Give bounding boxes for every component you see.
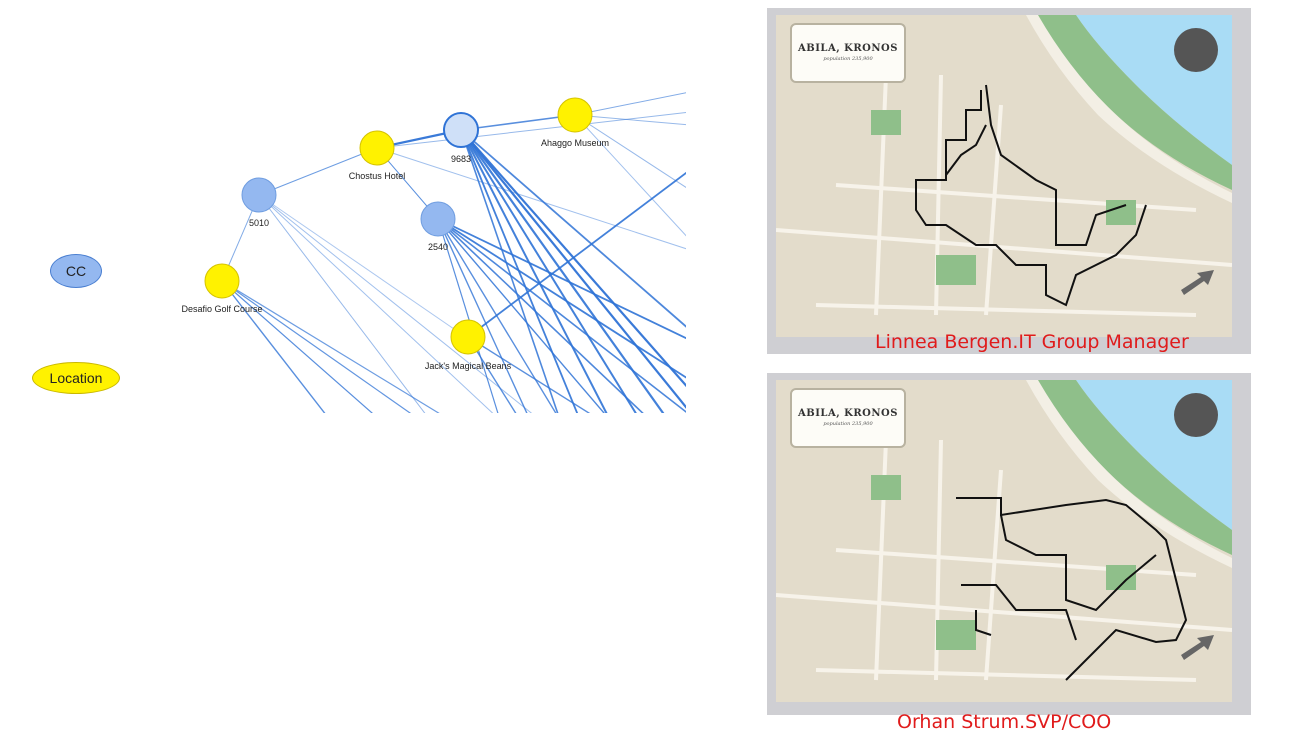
graph-edge [574, 114, 686, 126]
map-graphic [776, 380, 1232, 682]
graph-edge [376, 111, 686, 149]
graph-edge [460, 114, 576, 131]
graph-node-jacks[interactable] [450, 319, 486, 355]
graph-edge [437, 218, 605, 413]
map-subtitle: population 235,900 [823, 56, 873, 62]
graph-node-label: Desafio Golf Course [181, 304, 262, 314]
map-title-box: ABILA, KRONOS population 235,900 [790, 388, 906, 448]
map-subtitle: population 235,900 [823, 421, 873, 427]
graph-node-chostus[interactable] [359, 130, 395, 166]
graph-edge [437, 218, 499, 413]
graph-edge [437, 218, 686, 413]
graph-edge [460, 129, 665, 413]
graph-edge [437, 218, 686, 340]
graph-edge [574, 114, 686, 237]
map-graphic [776, 15, 1232, 317]
graph-node-label: Ahaggo Museum [541, 138, 609, 148]
graph-edge [221, 280, 373, 413]
graph-node-label: 2540 [428, 242, 448, 252]
map-caption-2: Orhan Strum.SVP/COO [897, 711, 1112, 733]
graph-edge [221, 280, 326, 413]
map-panel-2: ABILA, KRONOS population 235,900 [767, 373, 1251, 715]
graph-edges [221, 92, 686, 413]
map-title: ABILA, KRONOS [798, 408, 898, 419]
graph-edge [221, 280, 412, 413]
graph-edge [376, 147, 686, 250]
legend-location: Location [32, 362, 120, 394]
graph-node-label: Chostus Hotel [349, 171, 406, 181]
graph-edge [437, 218, 686, 379]
graph-node-n2540[interactable] [420, 201, 456, 237]
map-title: ABILA, KRONOS [798, 43, 898, 54]
map-title-box: ABILA, KRONOS population 235,900 [790, 23, 906, 83]
graph-edge [460, 129, 608, 413]
graph-edge [460, 129, 686, 388]
graph-edge [258, 147, 378, 196]
network-graph: 9683 5010 2540 Chostus Hotel Ahaggo Museum De… [181, 92, 686, 413]
graph-node-ahaggo[interactable] [557, 97, 593, 133]
graph-edge [460, 129, 686, 409]
graph-node-n5010[interactable] [241, 177, 277, 213]
graph-edge [258, 194, 533, 413]
graph-node-n9683[interactable] [443, 112, 479, 148]
graph-node-label: Jack's Magical Beans [425, 361, 512, 371]
graph-edge [258, 194, 471, 341]
graph-edge [574, 92, 686, 116]
graph-edge [460, 129, 686, 328]
graph-edge [574, 114, 686, 188]
legend-cc: CC [50, 254, 102, 288]
graph-edge [467, 336, 591, 413]
abila-map-1: ABILA, KRONOS population 235,900 [776, 15, 1232, 337]
graph-edge [437, 218, 528, 413]
map-caption-1: Linnea Bergen.IT Group Manager [875, 331, 1189, 353]
graph-node-label: 5010 [249, 218, 269, 228]
graph-node-label: 9683 [451, 154, 471, 164]
graph-edge [437, 218, 644, 413]
graph-edge [460, 129, 579, 413]
graph-edge [437, 218, 557, 413]
graph-node-desafio[interactable] [204, 263, 240, 299]
graph-edge [258, 194, 494, 413]
abila-map-2: ABILA, KRONOS population 235,900 [776, 380, 1232, 702]
map-panel-1: ABILA, KRONOS population 235,900 [767, 8, 1251, 354]
graph-nodes: 9683 5010 2540 Chostus Hotel Ahaggo Museum De… [181, 97, 609, 371]
graph-edge [221, 280, 440, 413]
graph-edge [467, 171, 686, 338]
graph-edge [258, 194, 426, 413]
